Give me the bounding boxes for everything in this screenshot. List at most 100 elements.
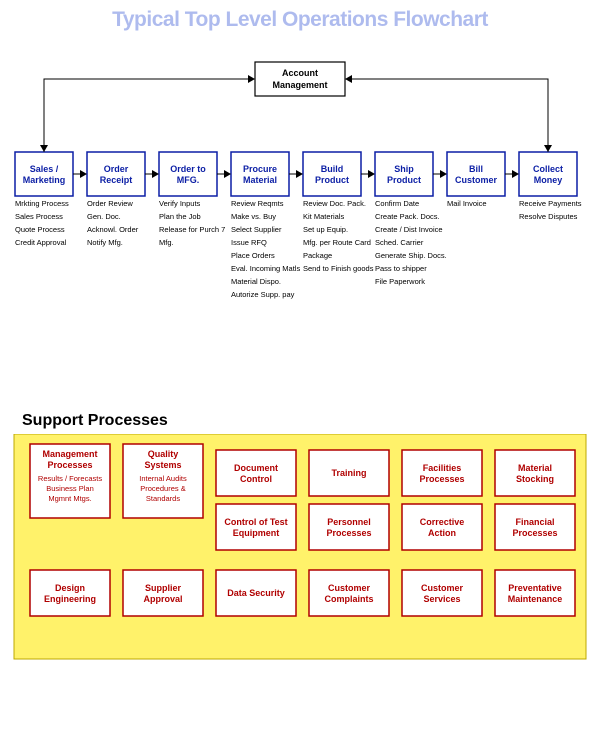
flow-sub-text: Generate Ship. Docs. <box>375 251 447 260</box>
flow-box-label: Marketing <box>23 175 66 185</box>
support-box-label: Design <box>55 583 85 593</box>
flow-sub-text: Verify Inputs <box>159 199 201 208</box>
support-box-label: Data Security <box>227 588 285 598</box>
support-box-label: Financial <box>515 517 554 527</box>
flow-box-label: Material <box>243 175 277 185</box>
support-box-label: Processes <box>419 474 464 484</box>
support-box-label: Action <box>428 528 456 538</box>
account-mgmt-label: Account <box>282 68 318 78</box>
flow-sub-text: Order Review <box>87 199 133 208</box>
flow-box <box>375 152 433 196</box>
support-box-label: Services <box>423 594 460 604</box>
support-box <box>216 450 296 496</box>
flow-sub-text: Mfg. per Route Card <box>303 238 371 247</box>
support-box <box>402 570 482 616</box>
flow-sub-text: Notify Mfg. <box>87 238 123 247</box>
flow-sub-text: Resolve Disputes <box>519 212 578 221</box>
flow-sub-text: Create / Dist Invoice <box>375 225 443 234</box>
flow-box-label: Customer <box>455 175 498 185</box>
flow-sub-text: Place Orders <box>231 251 275 260</box>
support-box-sub: Business Plan <box>46 484 94 493</box>
flow-sub-text: Kit Materials <box>303 212 345 221</box>
flow-box <box>447 152 505 196</box>
flow-box-label: Ship <box>394 164 414 174</box>
flow-sub-text: Make vs. Buy <box>231 212 276 221</box>
flow-sub-text: Create Pack. Docs. <box>375 212 440 221</box>
support-box-label: Control <box>240 474 272 484</box>
support-box-label: Stocking <box>516 474 554 484</box>
flow-box-label: Sales / <box>30 164 59 174</box>
support-box-sub: Procedures & <box>140 484 185 493</box>
flow-sub-text: Plan the Job <box>159 212 201 221</box>
support-box <box>495 570 575 616</box>
flow-sub-text: Issue RFQ <box>231 238 267 247</box>
support-grid: ManagementProcessesResults / ForecastsBu… <box>0 434 600 666</box>
flow-sub-text: Select Supplier <box>231 225 282 234</box>
flow-sub-text: Quote Process <box>15 225 65 234</box>
flow-box <box>303 152 361 196</box>
support-box-label: Management <box>42 449 97 459</box>
flow-sub-text: Sched. Carrier <box>375 238 424 247</box>
flow-sub-text: Acknowl. Order <box>87 225 139 234</box>
support-header: Support Processes <box>22 412 600 430</box>
flow-sub-text: Sales Process <box>15 212 63 221</box>
support-box <box>402 450 482 496</box>
flow-box-label: Procure <box>243 164 277 174</box>
flow-sub-text: Confirm Date <box>375 199 419 208</box>
flowchart: Account Management Sales /Marketing Mrkting… <box>0 32 600 404</box>
support-box-label: Quality <box>148 449 179 459</box>
support-box-label: Supplier <box>145 583 182 593</box>
support-box-label: Preventative <box>508 583 562 593</box>
support-box-label: Material <box>518 463 552 473</box>
feedback-arrow-left <box>44 79 253 152</box>
support-box-label: Customer <box>328 583 371 593</box>
flow-sub-text: Release for Purch 7 <box>159 225 225 234</box>
feedback-arrow-right <box>347 79 548 152</box>
support-box-label: Approval <box>143 594 182 604</box>
flow-box <box>159 152 217 196</box>
flow-sub-text: Pass to shipper <box>375 264 427 273</box>
flow-box-label: Product <box>315 175 349 185</box>
support-box-label: Training <box>331 468 366 478</box>
flow-box-label: Money <box>534 175 563 185</box>
support-box <box>309 504 389 550</box>
flow-box <box>231 152 289 196</box>
flow-sub-text: Mrkting Process <box>15 199 69 208</box>
flow-sub-text: Review Doc. Pack. <box>303 199 366 208</box>
flow-box-label: Order to <box>170 164 206 174</box>
support-box <box>123 570 203 616</box>
support-box-sub: Results / Forecasts <box>38 474 102 483</box>
support-box-label: Processes <box>512 528 557 538</box>
support-box-label: Corrective <box>420 517 465 527</box>
flow-sub-text: Mail Invoice <box>447 199 487 208</box>
flow-box-label: Order <box>104 164 129 174</box>
support-box-label: Equipment <box>233 528 280 538</box>
flow-sub-text: Material Dispo. <box>231 277 281 286</box>
support-box <box>30 570 110 616</box>
flow-sub-text: Review Reqmts <box>231 199 284 208</box>
flow-sub-text: Gen. Doc. <box>87 212 121 221</box>
support-box-label: Maintenance <box>508 594 563 604</box>
flow-box <box>15 152 73 196</box>
account-mgmt-label: Management <box>272 80 327 90</box>
flow-sub-text: File Paperwork <box>375 277 425 286</box>
flow-box-label: Bill <box>469 164 483 174</box>
flow-sub-text: Package <box>303 251 332 260</box>
support-box-sub: Internal Audits <box>139 474 187 483</box>
support-box-label: Complaints <box>324 594 373 604</box>
support-box-label: Systems <box>144 460 181 470</box>
support-box <box>495 504 575 550</box>
flow-box-label: MFG. <box>177 175 200 185</box>
support-box-label: Control of Test <box>224 517 287 527</box>
support-box-label: Document <box>234 463 278 473</box>
page-title: Typical Top Level Operations Flowchart <box>0 0 600 32</box>
flow-sub-text: Send to Finish goods <box>303 264 374 273</box>
flow-sub-text: Set up Equip. <box>303 225 348 234</box>
flow-box-label: Receipt <box>100 175 133 185</box>
flow-sub-text: Eval. Incoming Matls <box>231 264 300 273</box>
flow-box-label: Build <box>321 164 344 174</box>
support-box-label: Processes <box>47 460 92 470</box>
flow-sub-text: Receive Payments <box>519 199 582 208</box>
flow-box-label: Collect <box>533 164 563 174</box>
flow-box-label: Product <box>387 175 421 185</box>
